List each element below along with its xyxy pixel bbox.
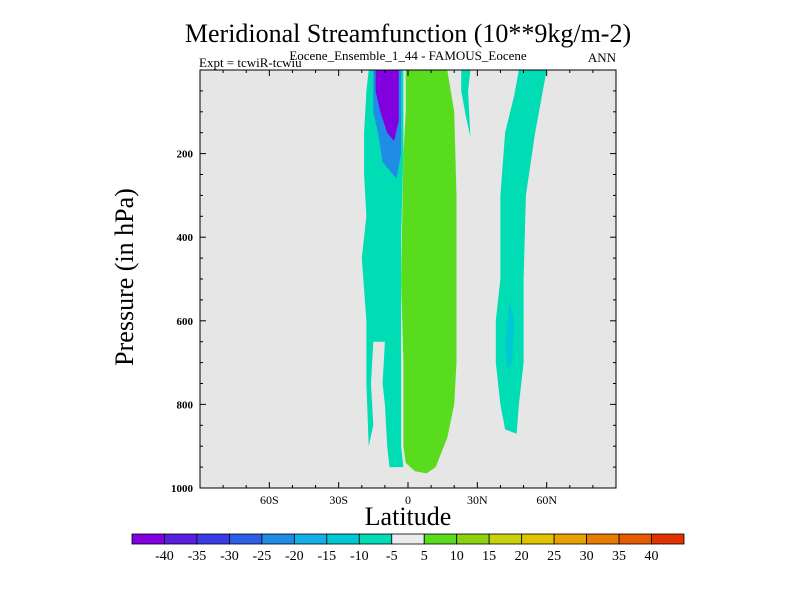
colorbar-label: -30 xyxy=(220,549,239,564)
colorbar-label: 30 xyxy=(580,549,594,564)
contour-region-northern-cell-c xyxy=(505,299,515,371)
colorbar-label: -35 xyxy=(188,549,207,564)
colorbar-label: -20 xyxy=(285,549,304,564)
y-tick-label: 1000 xyxy=(171,483,194,495)
colorbar-label: 20 xyxy=(515,549,529,564)
colorbar-swatch xyxy=(553,533,587,545)
colorbar-swatch xyxy=(293,533,328,545)
chart-subtitle-center: Eocene_Ensemble_1_44 - FAMOUS_Eocene xyxy=(289,48,527,63)
x-tick-label: 30N xyxy=(467,493,488,507)
x-tick-label: 60S xyxy=(260,493,279,507)
colorbar-label: 35 xyxy=(612,549,626,564)
colorbar-swatch xyxy=(229,533,263,545)
x-tick-label: 0 xyxy=(405,493,411,507)
colorbar-label: -15 xyxy=(317,549,336,564)
chart-subtitle-right: ANN xyxy=(588,50,617,65)
colorbar-swatch xyxy=(358,533,393,545)
chart-title: Meridional Streamfunction (10**9kg/m-2) xyxy=(185,19,631,48)
colorbar-swatch xyxy=(456,533,490,545)
x-tick-label: 30S xyxy=(329,493,348,507)
y-tick-label: 400 xyxy=(177,232,194,244)
colorbar-label: 5 xyxy=(421,549,428,564)
colorbar-swatch xyxy=(423,533,458,545)
chart-subtitle-left: Expt = tcwiR-tcwiu xyxy=(199,55,302,70)
colorbar-swatch xyxy=(488,533,523,545)
colorbar-label: 15 xyxy=(482,549,496,564)
colorbar-label: 10 xyxy=(450,549,464,564)
y-tick-label: 600 xyxy=(177,316,194,328)
colorbar-swatch xyxy=(651,533,685,545)
contour-region-southern-cell-core xyxy=(375,70,399,142)
colorbar-label: -10 xyxy=(350,549,369,564)
y-axis-title: Pressure (in hPa) xyxy=(110,188,139,366)
contour-region-northern-cell-a xyxy=(461,70,471,137)
x-tick-label: 60N xyxy=(536,493,557,507)
contour-region-tropical-cell-green xyxy=(401,70,457,474)
colorbar-swatch xyxy=(164,533,198,545)
colorbar-label: -25 xyxy=(253,549,272,564)
colorbar-swatch xyxy=(326,533,360,545)
colorbar-swatch xyxy=(196,533,230,545)
colorbar-swatch xyxy=(391,533,425,545)
y-tick-label: 200 xyxy=(177,149,194,161)
colorbar-swatch xyxy=(586,533,620,545)
colorbar-label: 25 xyxy=(547,549,561,564)
colorbar-label: -40 xyxy=(155,549,174,564)
colorbar-swatch xyxy=(131,533,165,545)
colorbar-swatch xyxy=(261,533,295,545)
y-tick-label: 800 xyxy=(177,399,194,411)
colorbar-swatch xyxy=(618,533,652,545)
plot-area: 60S 30S 0 30N 60N 200 400 600 800 1000 xyxy=(171,69,617,507)
x-axis-title: Latitude xyxy=(365,502,452,531)
colorbar: -40 -35 -30 -25 -20 -15 -10 -5 5 10 15 20 25 30 35 40 xyxy=(131,533,685,564)
colorbar-label: 40 xyxy=(645,549,659,564)
colorbar-swatch xyxy=(521,533,555,545)
colorbar-label: -5 xyxy=(386,549,398,564)
